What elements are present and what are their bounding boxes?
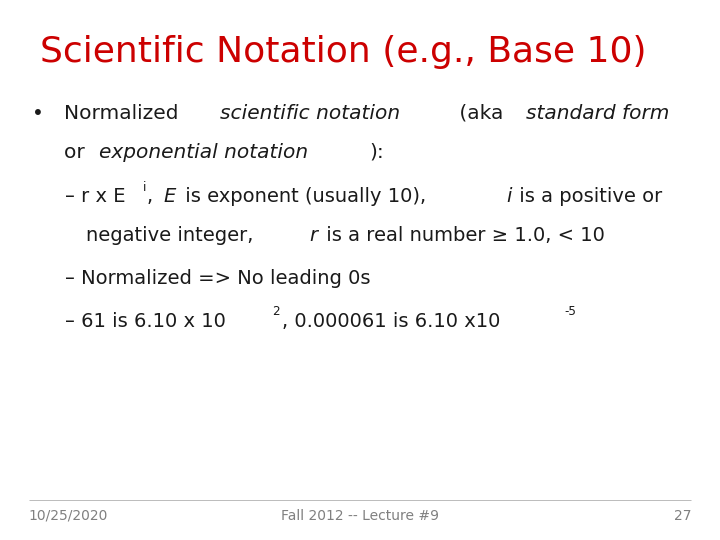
Text: negative integer,: negative integer, — [86, 226, 259, 245]
Text: – r x E: – r x E — [65, 187, 125, 206]
Text: •: • — [32, 104, 44, 123]
Text: Normalized: Normalized — [64, 104, 185, 123]
Text: standard form: standard form — [526, 104, 669, 123]
Text: scientific notation: scientific notation — [220, 104, 400, 123]
Text: i: i — [143, 180, 146, 193]
Text: r: r — [310, 226, 318, 245]
Text: – Normalized => No leading 0s: – Normalized => No leading 0s — [65, 269, 370, 288]
Text: is a real number ≥ 1.0, < 10: is a real number ≥ 1.0, < 10 — [320, 226, 605, 245]
Text: (aka: (aka — [453, 104, 509, 123]
Text: or: or — [64, 143, 91, 161]
Text: 27: 27 — [674, 509, 691, 523]
Text: ):: ): — [369, 143, 384, 161]
Text: E: E — [163, 187, 176, 206]
Text: 10/25/2020: 10/25/2020 — [29, 509, 108, 523]
Text: , 0.000061 is 6.10 x10: , 0.000061 is 6.10 x10 — [282, 312, 500, 331]
Text: i: i — [506, 187, 511, 206]
Text: ,: , — [147, 187, 160, 206]
Text: – 61 is 6.10 x 10: – 61 is 6.10 x 10 — [65, 312, 225, 331]
Text: is exponent (usually 10),: is exponent (usually 10), — [179, 187, 433, 206]
Text: 2: 2 — [272, 305, 280, 318]
Text: Fall 2012 -- Lecture #9: Fall 2012 -- Lecture #9 — [281, 509, 439, 523]
Text: -5: -5 — [564, 305, 576, 318]
Text: Scientific Notation (e.g., Base 10): Scientific Notation (e.g., Base 10) — [40, 35, 646, 69]
Text: exponential notation: exponential notation — [99, 143, 308, 161]
Text: is a positive or: is a positive or — [513, 187, 662, 206]
